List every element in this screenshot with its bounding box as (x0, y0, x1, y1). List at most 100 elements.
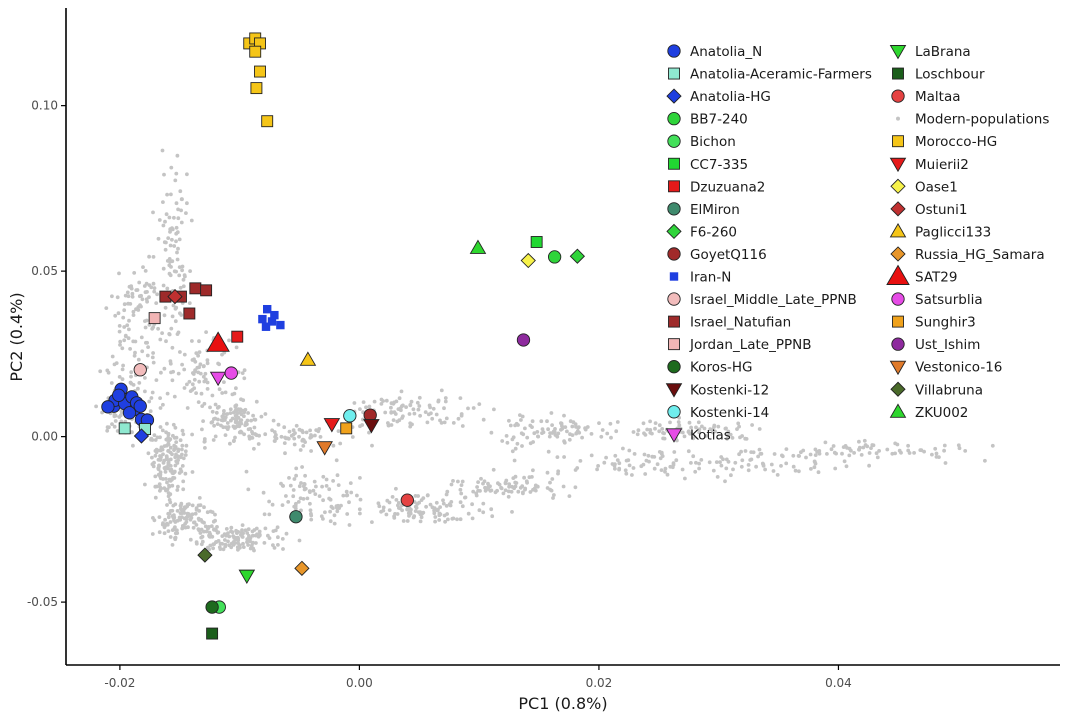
modern-population-point (234, 386, 238, 391)
modern-population-point (335, 473, 340, 478)
modern-population-point (658, 456, 663, 461)
legend-label: Muierii2 (915, 157, 969, 173)
modern-population-point (152, 460, 156, 465)
modern-population-point (135, 288, 140, 292)
modern-population-point (241, 531, 246, 536)
legend-entry: Bichon (667, 134, 736, 150)
modern-population-point (179, 208, 184, 213)
modern-population-point (561, 484, 566, 489)
modern-population-point (163, 247, 168, 252)
modern-population-point (442, 406, 446, 411)
modern-population-point (641, 462, 646, 467)
modern-population-point (110, 354, 115, 359)
modern-population-point (252, 446, 256, 451)
modern-population-point (216, 361, 221, 366)
modern-population-point (121, 315, 126, 320)
modern-population-point (239, 418, 244, 422)
legend-key-israel_natufian (668, 315, 680, 328)
legend-label: Satsurblia (915, 292, 983, 308)
modern-population-point (663, 466, 668, 471)
modern-population-point (223, 538, 227, 542)
modern-population-point (389, 423, 394, 427)
legend-entry: Satsurblia (891, 292, 983, 308)
modern-population-point (455, 517, 459, 522)
modern-population-point (174, 440, 179, 444)
modern-population-point (331, 479, 335, 483)
modern-population-point (132, 271, 137, 275)
modern-population-point (196, 516, 201, 521)
modern-population-point (183, 522, 188, 526)
modern-population-point (245, 418, 250, 423)
modern-population-point (507, 482, 512, 486)
modern-population-point (150, 390, 155, 395)
modern-population-point (229, 541, 234, 546)
modern-population-point (298, 496, 303, 501)
modern-population-point (416, 407, 421, 412)
modern-population-point (120, 367, 125, 372)
modern-population-point (159, 370, 163, 375)
modern-population-point (389, 410, 394, 415)
legend-label: Bichon (690, 134, 736, 150)
modern-population-point (328, 509, 332, 514)
modern-population-point (338, 441, 343, 446)
modern-population-point (504, 434, 509, 438)
modern-population-point (497, 482, 502, 487)
modern-population-point (254, 526, 259, 531)
modern-population-point (166, 432, 171, 437)
modern-population-point (514, 481, 519, 485)
modern-population-point (400, 508, 404, 513)
legend-label: Vestonico-16 (915, 360, 1002, 376)
modern-population-point (140, 349, 145, 354)
modern-population-point (241, 545, 246, 549)
modern-population-point (381, 399, 385, 403)
legend-key-jordan_late_ppnb (668, 338, 680, 351)
modern-population-point (157, 464, 161, 469)
modern-population-point (183, 505, 188, 510)
modern-population-point (376, 501, 381, 506)
modern-population-point (816, 470, 821, 475)
point-ust_ishim (516, 333, 531, 347)
modern-population-point (199, 391, 204, 396)
modern-population-point (491, 467, 496, 472)
modern-population-point (417, 395, 422, 400)
modern-population-point (793, 468, 798, 473)
modern-population-point (309, 517, 314, 522)
modern-population-point (736, 421, 741, 426)
modern-population-point (983, 458, 987, 463)
modern-population-point (447, 502, 452, 506)
modern-population-point (144, 297, 149, 302)
modern-population-point (205, 380, 210, 385)
legend-entry: Iran-N (669, 270, 731, 286)
modern-population-point (129, 381, 134, 386)
modern-population-point (631, 466, 636, 470)
modern-population-point (152, 286, 157, 290)
modern-population-point (271, 543, 275, 547)
modern-population-point (749, 457, 754, 462)
modern-population-point (432, 508, 436, 513)
modern-population-point (728, 432, 733, 437)
modern-population-point (697, 430, 702, 435)
modern-population-point (393, 512, 397, 516)
modern-population-point (874, 451, 879, 456)
modern-population-point (181, 487, 186, 492)
modern-population-point (273, 528, 278, 533)
modern-population-point (122, 302, 127, 307)
modern-population-point (477, 402, 482, 406)
modern-population-point (297, 484, 302, 489)
modern-population-point (644, 458, 649, 463)
modern-population-point (327, 487, 332, 492)
y-tick-label: 0.10 (31, 99, 58, 113)
point-muierii2 (323, 418, 341, 433)
modern-population-point (604, 455, 608, 460)
modern-population-point (254, 541, 258, 545)
modern-population-point (220, 391, 225, 395)
modern-population-point (632, 452, 637, 456)
modern-population-point (168, 227, 173, 232)
modern-population-point (176, 216, 181, 221)
modern-population-point (563, 425, 568, 429)
legend-entry: Oase1 (890, 178, 958, 195)
modern-population-point (445, 489, 450, 494)
modern-population-point (387, 500, 392, 505)
modern-population-point (391, 418, 396, 422)
modern-population-point (576, 425, 580, 430)
